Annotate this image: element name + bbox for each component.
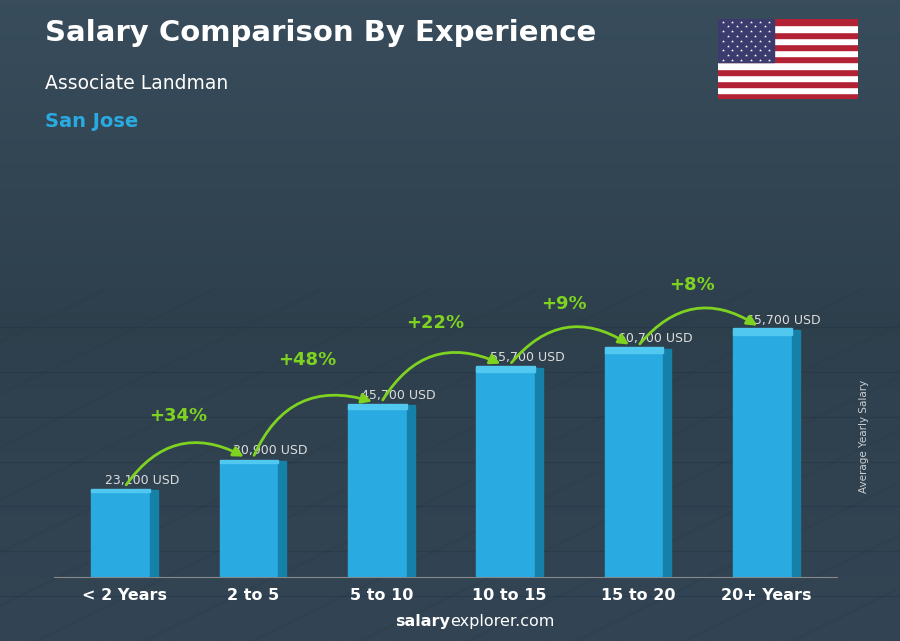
Bar [718, 81, 858, 87]
Bar [718, 26, 858, 31]
Bar [792, 330, 800, 577]
Bar [476, 366, 535, 372]
Bar [605, 347, 663, 353]
Bar [348, 405, 407, 577]
Text: 23,100 USD: 23,100 USD [104, 474, 179, 487]
Text: San Jose: San Jose [45, 112, 139, 131]
Text: +9%: +9% [541, 295, 587, 313]
Bar [718, 56, 858, 62]
Bar [733, 330, 792, 577]
Bar [718, 44, 858, 50]
Bar [407, 405, 415, 577]
Bar [278, 461, 286, 577]
Text: 65,700 USD: 65,700 USD [746, 313, 821, 327]
Bar [718, 19, 774, 62]
Bar [91, 490, 150, 577]
Bar [718, 87, 858, 93]
Text: Average Yearly Salary: Average Yearly Salary [859, 379, 869, 492]
Bar [220, 460, 278, 463]
Text: +8%: +8% [669, 276, 715, 294]
Text: +34%: +34% [149, 406, 208, 424]
Text: explorer.com: explorer.com [450, 615, 554, 629]
Bar [663, 349, 671, 577]
Bar [718, 50, 858, 56]
Text: 55,700 USD: 55,700 USD [490, 351, 564, 364]
Bar [718, 38, 858, 44]
Text: Associate Landman: Associate Landman [45, 74, 229, 93]
Text: 45,700 USD: 45,700 USD [361, 388, 436, 402]
Bar [348, 404, 407, 408]
Bar [733, 328, 792, 335]
Bar [220, 461, 278, 577]
Bar [150, 490, 158, 577]
Text: 60,700 USD: 60,700 USD [618, 333, 693, 345]
Bar [718, 93, 858, 99]
Text: Salary Comparison By Experience: Salary Comparison By Experience [45, 19, 596, 47]
Bar [718, 31, 858, 38]
Bar [718, 75, 858, 81]
Bar [605, 349, 663, 577]
Text: +22%: +22% [406, 313, 464, 331]
Text: salary: salary [395, 615, 450, 629]
Bar [91, 490, 150, 492]
Bar [535, 368, 543, 577]
Bar [718, 19, 858, 26]
Text: 30,900 USD: 30,900 USD [233, 444, 308, 457]
Bar [476, 368, 535, 577]
Bar [718, 62, 858, 69]
Bar [718, 69, 858, 75]
Text: +48%: +48% [278, 351, 336, 369]
